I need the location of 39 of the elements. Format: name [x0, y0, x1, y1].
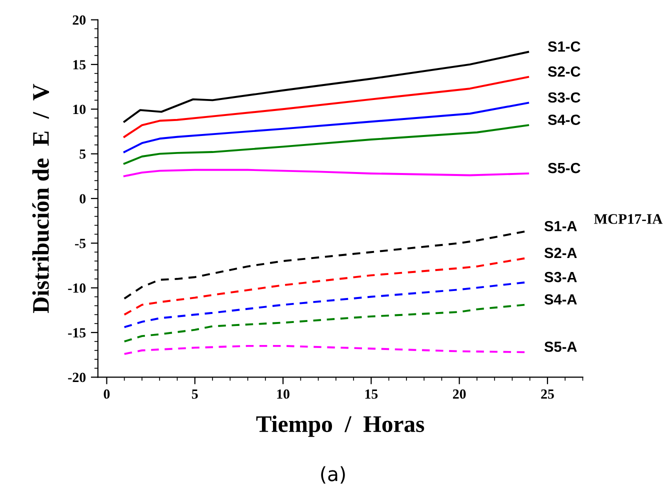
y-tick-label: -5: [75, 238, 86, 248]
x-tick-label: 0: [104, 389, 110, 399]
line-series: [123, 50, 530, 123]
series-label: S5-C: [548, 162, 580, 174]
y-tick-label: -10: [68, 283, 86, 293]
x-tick-label: 20: [452, 389, 466, 399]
x-tick-label: 10: [277, 389, 290, 399]
text: MCP17-IA: [594, 214, 663, 224]
line-series: [123, 230, 526, 300]
series-label: S5-A: [544, 342, 577, 352]
series-label: S3-A: [544, 272, 577, 282]
x-tick-label: 15: [365, 389, 378, 399]
line-series: [123, 102, 530, 154]
line-series: [123, 344, 526, 355]
y-tick-label: 20: [72, 15, 86, 25]
y-tick-label: 15: [73, 60, 86, 70]
y-tick-label: -20: [68, 372, 86, 382]
text: (a): [321, 466, 345, 484]
line-series: [123, 257, 526, 316]
y-tick-label: -15: [68, 328, 86, 338]
series-label: S2-C: [548, 66, 580, 77]
line-series: [123, 76, 530, 138]
series-label: S4-C: [548, 114, 580, 125]
y-tick-label: 5: [80, 150, 86, 159]
x-tick-label: 5: [192, 390, 198, 399]
line-series: [123, 124, 530, 165]
y-tick-label: 10: [73, 104, 86, 114]
x-axis-title: Tiempo / Horas: [256, 415, 424, 437]
y-axis-title: Distribución de E / V: [32, 84, 50, 313]
y-tick-label: 0: [80, 194, 86, 204]
series-label: S3-C: [548, 92, 580, 103]
series-label: S1-C: [548, 41, 580, 52]
line-series: [123, 168, 530, 178]
line-series: [123, 282, 526, 328]
series-label: S4-A: [544, 294, 577, 305]
line-series: [123, 304, 526, 342]
series-label: S2-A: [544, 248, 577, 258]
series-label: S1-A: [544, 220, 577, 232]
x-tick-label: 25: [541, 389, 554, 399]
